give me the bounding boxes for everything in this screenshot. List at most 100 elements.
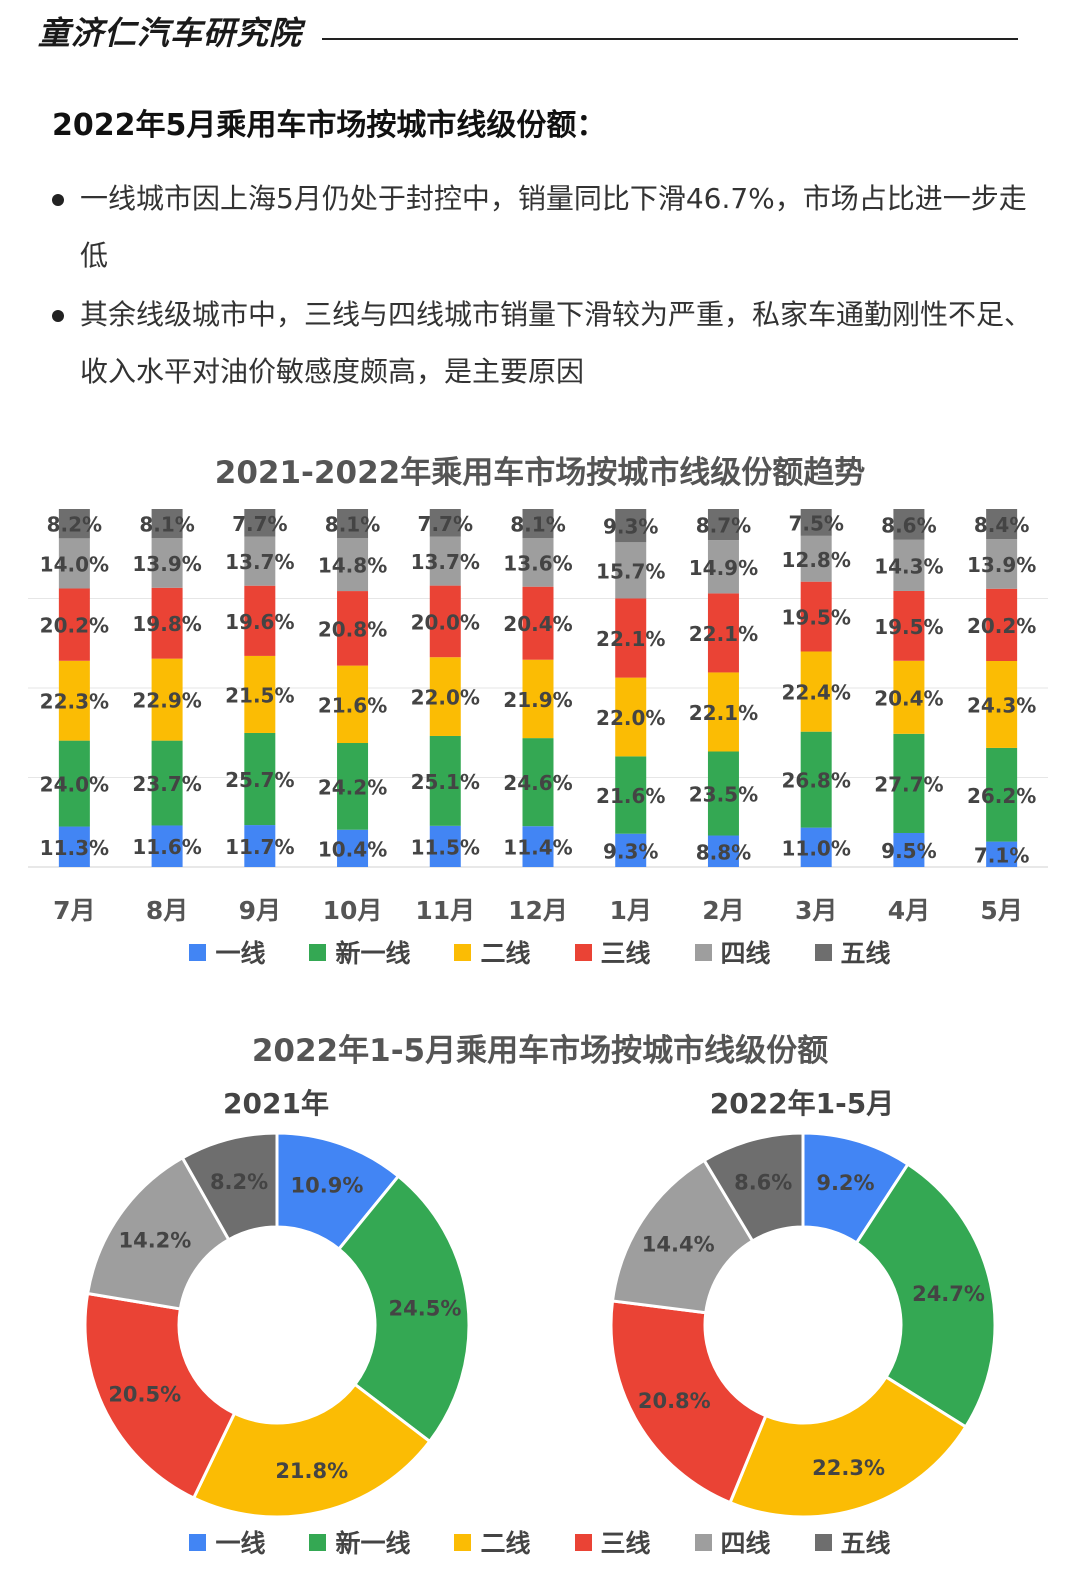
bar-data-label: 14.3% [874,554,943,578]
bar-data-label: 11.0% [781,836,850,860]
legend-item-2: 新一线 [309,1524,410,1560]
bar-data-label: 25.7% [225,768,294,792]
bar-segment-一线 [986,841,1018,867]
bar-data-label: 9.3% [603,839,658,863]
bar-data-label: 20.2% [40,614,109,638]
donut-slice-三线 [83,1291,237,1500]
bar-data-label: 8.1% [510,512,565,536]
bar-data-label: 24.2% [318,775,387,799]
legend-item-6: 五线 [814,934,891,970]
donut-data-label: 22.3% [812,1456,885,1480]
bar-data-label: 20.2% [967,614,1036,638]
bar-data-label: 22.3% [40,690,109,714]
bar-data-label: 22.0% [411,686,480,710]
bar-segment-三线 [893,590,925,661]
bar-segment-三线 [707,593,739,673]
donut-data-label: 24.7% [912,1282,985,1306]
bar-data-label: 13.6% [503,551,572,575]
x-tick-label: 10月 [323,896,383,925]
bar-segment-一线 [429,825,461,867]
bar-segment-新一线 [337,743,369,830]
legend-item-4: 三线 [574,1524,651,1560]
bar-segment-二线 [893,660,925,734]
donut-slice-二线 [728,1374,968,1519]
bar-segment-三线 [244,585,276,656]
bar-segment-五线 [429,509,461,537]
bar-segment-新一线 [522,738,554,827]
bar-data-label: 8.6% [881,513,936,537]
x-tick-label: 3月 [795,896,837,925]
bar-data-label: 11.4% [503,836,572,860]
bar-data-label: 13.9% [132,552,201,576]
bar-data-label: 22.4% [781,681,850,705]
bar-segment-一线 [800,827,832,867]
legend-swatch [454,943,472,961]
bar-segment-二线 [58,660,90,741]
bar-data-label: 24.6% [503,771,572,795]
bar-segment-五线 [707,509,739,541]
bar-segment-三线 [337,591,369,666]
donut-charts: 10.9% 24.5% 21.8% 20.5% 14.2% 8.2% 9.2% 24.7% 22… [83,1131,997,1519]
header-divider [322,38,1018,40]
bar-data-label: 22.0% [596,706,665,730]
bar-data-label: 11.3% [40,836,109,860]
donut-data-label: 21.8% [275,1459,348,1483]
donut-data-label: 14.4% [642,1233,715,1257]
bar-data-label: 14.9% [689,556,758,580]
donut-data-label: 9.2% [816,1171,874,1195]
bar-segment-二线 [707,672,739,752]
bar-data-label: 8.4% [974,513,1029,537]
donut-data-label: 8.6% [734,1170,792,1194]
bar-chart-legend: 一线 新一线 二线 三线 四线 五线 [0,934,1080,970]
bar-data-label: 22.9% [132,689,201,713]
bar-segment-三线 [986,588,1018,661]
bar-data-label: 7.7% [232,512,287,536]
bar-segment-四线 [707,540,739,594]
bar-data-label: 9.5% [881,839,936,863]
bar-segment-一线 [707,835,739,867]
bar-data-label: 7.7% [418,512,473,536]
bar-data-label: 7.5% [788,511,843,535]
legend-swatch [189,943,207,961]
legend-swatch [454,1533,472,1551]
bar-data-label: 13.7% [225,550,294,574]
bullet-item: 一线城市因上海5月仍处于封控中，销量同比下滑46.7%，市场占比进一步走低 [50,170,1040,284]
bar-data-label: 19.5% [781,606,850,630]
bar-data-label: 14.0% [40,552,109,576]
bar-segment-五线 [244,509,276,537]
donut-2022-title: 2022年1-5月 [709,1087,895,1120]
bar-segment-四线 [58,538,90,589]
bar-segment-五线 [986,509,1018,540]
bar-data-label: 19.6% [225,610,294,634]
donut-slice-四线 [610,1158,755,1315]
bar-segment-五线 [522,509,554,538]
legend-swatch [189,1533,207,1551]
bar-data-label: 21.9% [503,688,572,712]
bar-segment-一线 [615,833,647,867]
bar-segment-一线 [151,825,183,867]
bar-segment-四线 [615,542,647,599]
bar-segment-四线 [800,535,832,582]
bar-data-label: 9.3% [603,515,658,539]
bar-segment-新一线 [58,740,90,827]
bar-data-label: 20.4% [874,686,943,710]
bar-segment-四线 [244,536,276,586]
bar-segment-一线 [58,826,90,867]
donut-data-label: 20.5% [108,1383,181,1407]
x-tick-label: 7月 [53,896,95,925]
legend-label: 三线 [600,1529,651,1558]
bar-segment-二线 [429,657,461,736]
bar-segment-新一线 [615,756,647,834]
bar-segment-一线 [244,825,276,867]
bar-segment-一线 [893,832,925,867]
legend-label: 新一线 [335,939,411,968]
legend-item-3: 二线 [454,1524,531,1560]
legend-item-6: 五线 [814,1524,891,1560]
legend-label: 一线 [215,939,266,968]
bar-chart-title: 2021-2022年乘用车市场按城市线级份额趋势 [214,455,866,491]
x-tick-label: 9月 [239,896,281,925]
bar-data-label: 19.5% [874,615,943,639]
legend-item-1: 一线 [189,1524,265,1560]
legend-swatch [814,1533,832,1551]
bar-data-label: 8.2% [47,513,102,537]
